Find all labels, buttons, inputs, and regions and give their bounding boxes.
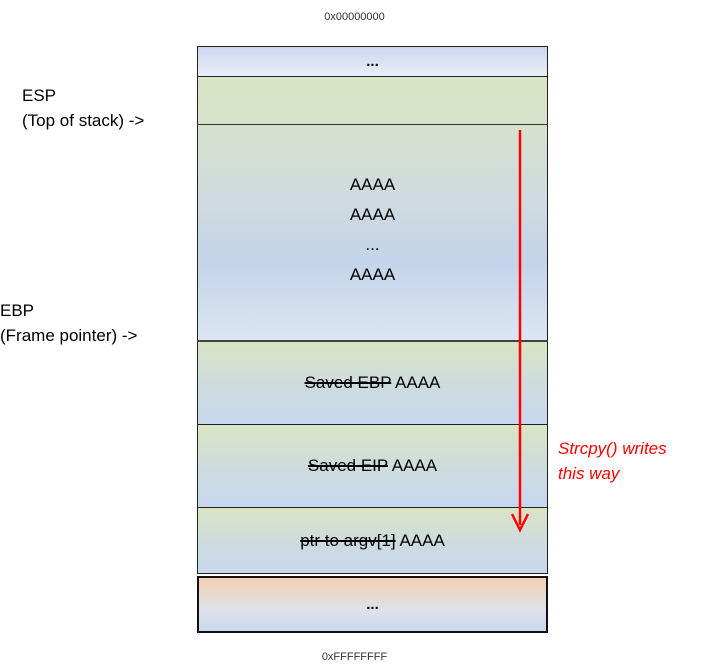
write-direction-arrow-head <box>510 513 530 533</box>
ebp-label-line2: (Frame pointer) -> <box>0 326 138 345</box>
stack-bottom-ellipsis: ... <box>366 595 379 613</box>
saved-eip-block: Saved EIP AAAA <box>197 425 548 508</box>
ebp-divider-line <box>197 340 548 342</box>
ptr-argv-block: ptr to argv[1] AAAA <box>197 508 548 574</box>
esp-label-line1: ESP <box>22 86 57 105</box>
stack-bottom-ellipsis-block: ... <box>197 576 548 633</box>
saved-ebp-text: Saved EBP AAAA <box>305 368 441 398</box>
saved-ebp-struck-label: Saved EBP <box>304 373 392 392</box>
address-bottom-label: 0xFFFFFFFF <box>321 651 388 663</box>
strcpy-annotation: Strcpy() writes this way <box>558 436 667 486</box>
ptr-argv-struck-label: ptr to argv[1] <box>300 530 396 550</box>
stack-top-ellipsis-block: ... <box>197 46 548 77</box>
saved-eip-overwrite: AAAA <box>391 456 438 475</box>
saved-eip-struck-label: Saved EIP <box>307 456 388 475</box>
esp-label-line2: (Top of stack) -> <box>22 111 145 130</box>
annotation-line1: Strcpy() writes <box>558 439 667 458</box>
stack-top-ellipsis: ... <box>366 52 379 70</box>
buffer-line: ... <box>365 234 380 254</box>
buffer-line: AAAA <box>349 264 396 284</box>
address-top-label: 0x00000000 <box>324 11 385 23</box>
write-direction-arrow-icon <box>510 130 530 533</box>
stack-buffer-region: AAAA AAAA ... AAAA <box>197 77 548 342</box>
ptr-argv-text: ptr to argv[1] AAAA <box>300 526 445 556</box>
esp-divider-line <box>197 124 548 125</box>
ebp-pointer-label: EBP (Frame pointer) -> <box>0 298 137 348</box>
saved-ebp-block: Saved EBP AAAA <box>197 342 548 425</box>
ebp-label-line1: EBP <box>0 301 35 320</box>
buffer-line: AAAA <box>349 204 396 224</box>
annotation-line2: this way <box>558 464 620 483</box>
saved-eip-text: Saved EIP AAAA <box>308 451 437 481</box>
esp-pointer-label: ESP (Top of stack) -> <box>22 83 144 133</box>
saved-ebp-overwrite: AAAA <box>395 373 441 392</box>
ptr-argv-overwrite: AAAA <box>399 530 445 550</box>
buffer-line: AAAA <box>349 174 396 194</box>
buffer-lines: AAAA AAAA ... AAAA <box>350 170 395 290</box>
